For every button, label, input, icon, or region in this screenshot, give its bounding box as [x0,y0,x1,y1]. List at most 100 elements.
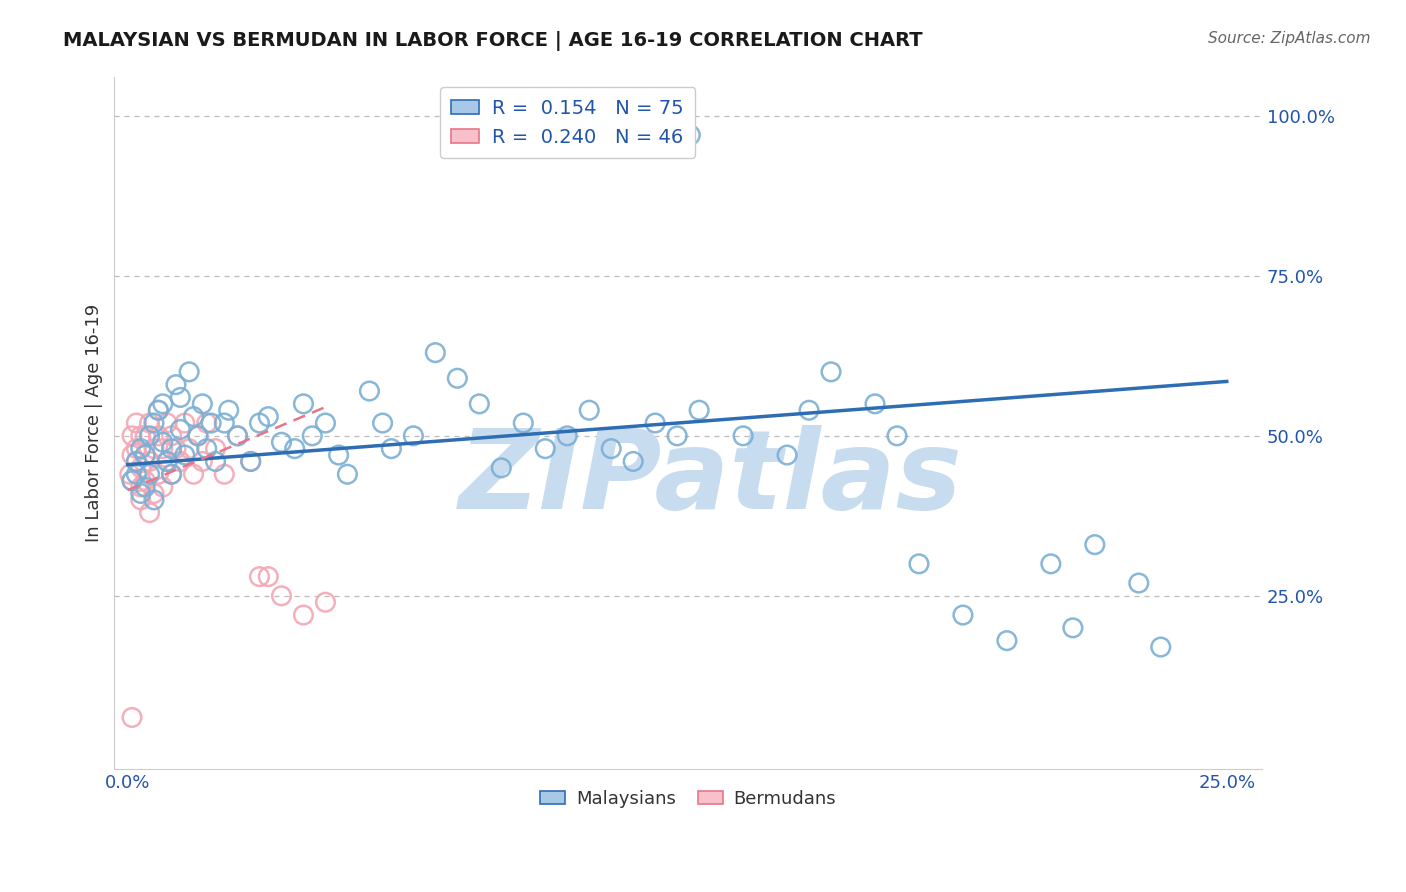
Point [1062,621,1084,635]
Point [173,448,195,462]
Text: MALAYSIAN VS BERMUDAN IN LABOR FORCE | AGE 16-19 CORRELATION CHART: MALAYSIAN VS BERMUDAN IN LABOR FORCE | A… [63,31,922,51]
Point [179,442,201,456]
Point [468,397,491,411]
Point [336,467,359,482]
Point [125,454,148,468]
Point [152,397,174,411]
Point [239,454,262,468]
Point [125,442,148,456]
Point [270,589,292,603]
Point [121,710,143,724]
Point [688,403,710,417]
Point [776,448,799,462]
Point [169,391,191,405]
Point [148,403,170,417]
Point [249,569,271,583]
Point [183,409,205,424]
Text: ZIPatlas: ZIPatlas [460,425,963,532]
Point [160,467,183,482]
Point [160,467,183,482]
Point [534,442,557,456]
Point [301,429,323,443]
Point [134,448,156,462]
Point [129,486,152,500]
Point [173,416,195,430]
Point [148,467,170,482]
Point [134,429,156,443]
Point [425,345,447,359]
Point [204,442,226,456]
Point [380,442,402,456]
Point [402,429,425,443]
Point [491,460,513,475]
Point [187,429,209,443]
Point [863,397,886,411]
Point [129,492,152,507]
Point [191,454,214,468]
Point [143,486,166,500]
Point [121,474,143,488]
Point [143,442,166,456]
Point [621,454,644,468]
Point [257,409,280,424]
Point [239,454,262,468]
Point [226,429,249,443]
Point [125,454,148,468]
Point [121,429,143,443]
Text: Source: ZipAtlas.com: Source: ZipAtlas.com [1208,31,1371,46]
Point [204,454,226,468]
Point [179,365,201,379]
Point [152,435,174,450]
Point [152,442,174,456]
Point [129,480,152,494]
Point [292,608,315,623]
Point [636,128,658,142]
Point [134,448,156,462]
Point [156,454,179,468]
Point [952,608,974,623]
Point [129,429,152,443]
Point [292,397,315,411]
Point [578,403,600,417]
Point [1084,538,1107,552]
Point [446,371,468,385]
Point [214,467,236,482]
Point [169,422,191,436]
Point [138,506,160,520]
Point [152,480,174,494]
Point [165,377,187,392]
Point [797,403,820,417]
Point [195,442,218,456]
Point [1039,557,1062,571]
Point [270,435,292,450]
Point [118,467,141,482]
Point [187,429,209,443]
Point [314,595,336,609]
Point [125,416,148,430]
Point [820,365,842,379]
Point [886,429,908,443]
Legend: Malaysians, Bermudans: Malaysians, Bermudans [533,782,844,815]
Point [138,454,160,468]
Point [314,416,336,430]
Point [143,492,166,507]
Point [1150,640,1173,654]
Point [160,442,183,456]
Point [226,429,249,443]
Point [284,442,307,456]
Point [257,569,280,583]
Point [148,403,170,417]
Point [156,416,179,430]
Point [733,429,755,443]
Point [148,429,170,443]
Point [156,454,179,468]
Point [512,416,534,430]
Point [191,397,214,411]
Point [644,416,666,430]
Point [134,480,156,494]
Point [143,416,166,430]
Point [218,403,240,417]
Point [125,467,148,482]
Point [200,416,222,430]
Point [679,128,702,142]
